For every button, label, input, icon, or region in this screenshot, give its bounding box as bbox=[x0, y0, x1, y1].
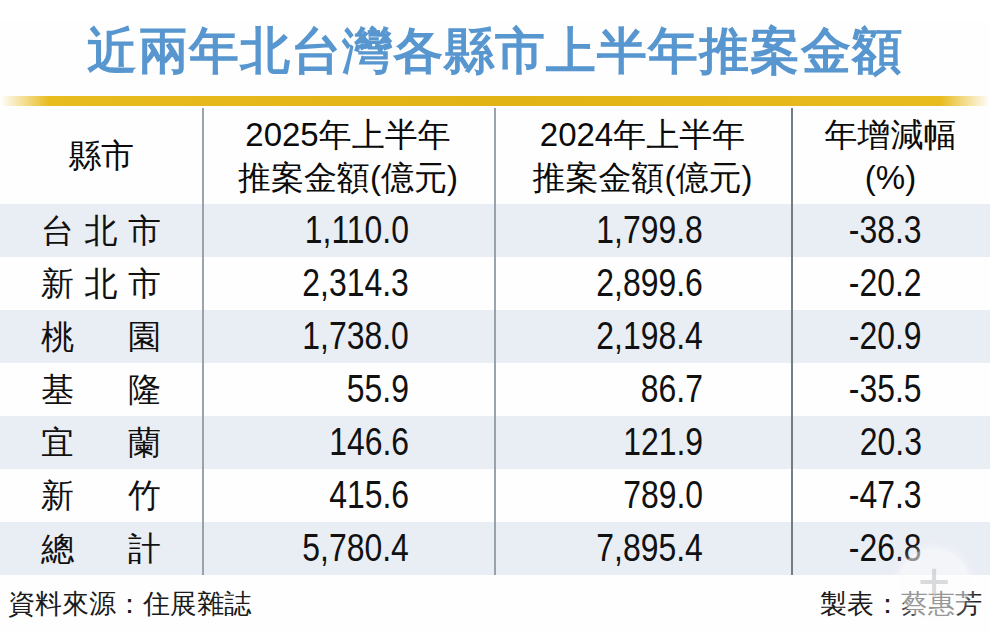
change-cell: 20.3 bbox=[791, 416, 990, 469]
header-2025-line1: 2025年上半年 bbox=[202, 113, 494, 156]
data-table: 縣市 2025年上半年 推案金額(億元) 2024年上半年 推案金額(億元) 年… bbox=[0, 108, 990, 575]
amount-2024-cell: 2,198.4 bbox=[494, 310, 791, 363]
city-name: 基 隆 bbox=[41, 363, 161, 416]
header-2024: 2024年上半年 推案金額(億元) bbox=[494, 113, 791, 199]
change-cell: -20.2 bbox=[791, 257, 990, 310]
amount-2024-value: 121.9 bbox=[623, 416, 703, 469]
amount-2024-value: 2,198.4 bbox=[596, 310, 703, 363]
amount-2025-value: 1,738.0 bbox=[302, 310, 409, 363]
amount-2024-value: 7,895.4 bbox=[596, 522, 703, 575]
amount-2024-value: 789.0 bbox=[623, 469, 703, 522]
amount-2025-value: 415.6 bbox=[329, 469, 409, 522]
city-name: 宜 蘭 bbox=[41, 416, 161, 469]
amount-2024-value: 2,899.6 bbox=[596, 257, 703, 310]
credit-note: 製表：蔡惠芳 bbox=[820, 586, 982, 622]
column-divider bbox=[791, 108, 793, 575]
amount-2024-value: 1,799.8 bbox=[596, 204, 703, 257]
amount-2024-value: 86.7 bbox=[641, 363, 703, 416]
amount-2025-cell: 1,738.0 bbox=[202, 310, 494, 363]
amount-2025-cell: 146.6 bbox=[202, 416, 494, 469]
change-cell: -26.8 bbox=[791, 522, 990, 575]
header-city: 縣市 bbox=[0, 134, 202, 177]
change-cell: -47.3 bbox=[791, 469, 990, 522]
amount-2024-cell: 1,799.8 bbox=[494, 204, 791, 257]
source-note: 資料來源：住展雜誌 bbox=[8, 586, 251, 622]
city-name: 新北市 bbox=[41, 257, 161, 310]
change-value: -20.2 bbox=[849, 257, 922, 310]
city-cell: 宜 蘭 bbox=[0, 416, 202, 469]
change-value: -47.3 bbox=[849, 469, 922, 522]
header-2024-line1: 2024年上半年 bbox=[494, 113, 791, 156]
amount-2025-value: 2,314.3 bbox=[302, 257, 409, 310]
amount-2024-cell: 2,899.6 bbox=[494, 257, 791, 310]
amount-2025-value: 55.9 bbox=[347, 363, 409, 416]
change-value: -35.5 bbox=[849, 363, 922, 416]
amount-2025-cell: 415.6 bbox=[202, 469, 494, 522]
column-divider bbox=[494, 108, 496, 575]
change-value: -20.9 bbox=[849, 310, 922, 363]
column-divider bbox=[202, 108, 204, 575]
amount-2024-cell: 7,895.4 bbox=[494, 522, 791, 575]
amount-2025-cell: 55.9 bbox=[202, 363, 494, 416]
header-change-line2: (%) bbox=[791, 156, 990, 199]
change-value: -26.8 bbox=[849, 522, 922, 575]
header-change-line1: 年增減幅 bbox=[791, 113, 990, 156]
city-name: 總 計 bbox=[41, 522, 161, 575]
city-cell: 台北市 bbox=[0, 204, 202, 257]
city-cell: 新北市 bbox=[0, 257, 202, 310]
city-cell: 新 竹 bbox=[0, 469, 202, 522]
change-value: -38.3 bbox=[849, 204, 922, 257]
header-2024-line2: 推案金額(億元) bbox=[494, 156, 791, 199]
header-2025-line2: 推案金額(億元) bbox=[202, 156, 494, 199]
amount-2025-value: 146.6 bbox=[329, 416, 409, 469]
change-cell: -20.9 bbox=[791, 310, 990, 363]
city-name: 新 竹 bbox=[41, 469, 161, 522]
change-value: 20.3 bbox=[860, 416, 922, 469]
city-cell: 基 隆 bbox=[0, 363, 202, 416]
change-cell: -38.3 bbox=[791, 204, 990, 257]
amount-2025-value: 1,110.0 bbox=[305, 204, 409, 257]
amount-2024-cell: 789.0 bbox=[494, 469, 791, 522]
amount-2024-cell: 121.9 bbox=[494, 416, 791, 469]
page-title: 近兩年北台灣各縣市上半年推案金額 bbox=[0, 20, 990, 83]
city-cell: 桃 園 bbox=[0, 310, 202, 363]
amount-2025-cell: 5,780.4 bbox=[202, 522, 494, 575]
header-city-label: 縣市 bbox=[0, 134, 202, 177]
city-cell: 總 計 bbox=[0, 522, 202, 575]
header-2025: 2025年上半年 推案金額(億元) bbox=[202, 113, 494, 199]
amount-2024-cell: 86.7 bbox=[494, 363, 791, 416]
amount-2025-value: 5,780.4 bbox=[302, 522, 409, 575]
footer: 資料來源：住展雜誌 製表：蔡惠芳 bbox=[0, 575, 990, 622]
city-name: 桃 園 bbox=[41, 310, 161, 363]
change-cell: -35.5 bbox=[791, 363, 990, 416]
amount-2025-cell: 1,110.0 bbox=[202, 204, 494, 257]
city-name: 台北市 bbox=[41, 204, 161, 257]
amount-2025-cell: 2,314.3 bbox=[202, 257, 494, 310]
header-change: 年增減幅 (%) bbox=[791, 113, 990, 199]
title-underline-bar bbox=[0, 96, 990, 106]
infographic-page: 近兩年北台灣各縣市上半年推案金額 縣市 2025年上半年 推案金額(億元) 20… bbox=[0, 20, 990, 632]
